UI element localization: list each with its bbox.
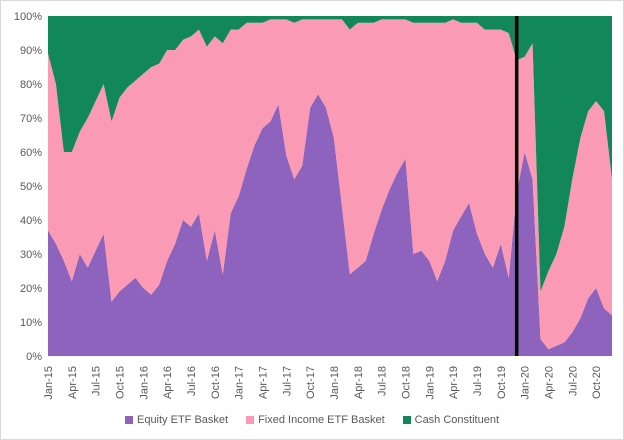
x-tick-label: Apr-17 bbox=[257, 366, 269, 399]
x-tick-label: Jan-17 bbox=[234, 366, 246, 400]
x-tick-label: Oct-16 bbox=[210, 366, 222, 399]
y-tick-label: 10% bbox=[20, 317, 42, 329]
area-cash bbox=[48, 16, 612, 292]
y-tick-label: 70% bbox=[20, 113, 42, 125]
y-tick-label: 80% bbox=[20, 79, 42, 91]
chart-legend: Equity ETF Basket Fixed Income ETF Baske… bbox=[0, 410, 624, 430]
x-tick-label: Jul-19 bbox=[472, 366, 484, 396]
plot-areas bbox=[48, 16, 612, 356]
legend-swatch-equity bbox=[124, 416, 133, 424]
legend-label-equity: Equity ETF Basket bbox=[136, 414, 229, 426]
x-tick-label: Apr-20 bbox=[543, 366, 555, 399]
y-tick-label: 90% bbox=[20, 45, 42, 57]
x-tick-label: Jul-18 bbox=[377, 366, 389, 396]
y-axis: 0% 10% 20% 30% 40% 50% 60% 70% 80% 90% 100% bbox=[14, 11, 42, 363]
legend-swatch-cash bbox=[402, 416, 411, 424]
legend-item-cash: Cash Constituent bbox=[402, 414, 500, 426]
x-tick-label: Jan-18 bbox=[329, 366, 341, 400]
y-tick-label: 50% bbox=[20, 181, 42, 193]
legend-swatch-fixed-income bbox=[246, 416, 255, 424]
x-tick-label: Jul-16 bbox=[186, 366, 198, 396]
x-tick-label: Jul-15 bbox=[91, 366, 103, 396]
y-tick-label: 40% bbox=[20, 215, 42, 227]
x-tick-label: Jan-20 bbox=[520, 366, 532, 400]
y-tick-label: 30% bbox=[20, 249, 42, 261]
stacked-area-chart: 0% 10% 20% 30% 40% 50% 60% 70% 80% 90% 100% Jan-15… bbox=[14, 11, 612, 400]
legend-label-fixed-income: Fixed Income ETF Basket bbox=[258, 414, 385, 426]
area-fixed-income bbox=[48, 19, 612, 350]
x-tick-label: Apr-19 bbox=[448, 366, 460, 399]
x-tick-label: Oct-19 bbox=[496, 366, 508, 399]
area-equity bbox=[48, 94, 612, 356]
x-tick-label: Apr-15 bbox=[67, 366, 79, 399]
x-tick-label: Jan-15 bbox=[43, 366, 55, 400]
x-tick-label: Oct-17 bbox=[305, 366, 317, 399]
x-axis: Jan-15 Apr-15 Jul-15 Oct-15 Jan-16 Apr-16 Jul-… bbox=[43, 366, 603, 400]
x-tick-label: Apr-16 bbox=[162, 366, 174, 399]
legend-label-cash: Cash Constituent bbox=[414, 414, 500, 426]
x-tick-label: Jul-20 bbox=[567, 366, 579, 396]
x-tick-label: Oct-20 bbox=[591, 366, 603, 399]
x-tick-label: Jul-17 bbox=[281, 366, 293, 396]
x-tick-label: Oct-15 bbox=[114, 366, 126, 399]
legend-item-fixed-income: Fixed Income ETF Basket bbox=[246, 414, 385, 426]
x-tick-label: Jan-19 bbox=[424, 366, 436, 400]
y-tick-label: 0% bbox=[26, 351, 42, 363]
y-tick-label: 20% bbox=[20, 283, 42, 295]
legend-item-equity: Equity ETF Basket bbox=[124, 414, 229, 426]
y-tick-label: 100% bbox=[14, 11, 42, 23]
x-tick-label: Apr-18 bbox=[353, 366, 365, 399]
x-tick-label: Oct-18 bbox=[400, 366, 412, 399]
x-tick-label: Jan-16 bbox=[138, 366, 150, 400]
y-tick-label: 60% bbox=[20, 147, 42, 159]
